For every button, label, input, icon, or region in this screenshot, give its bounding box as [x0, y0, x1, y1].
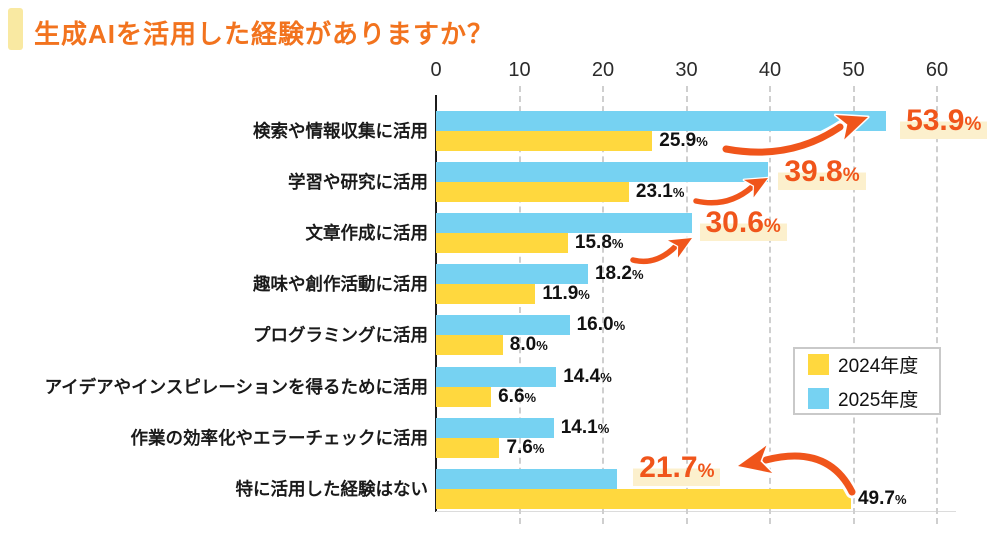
- gridline: [602, 86, 604, 524]
- category-label: 作業の効率化やエラーチェックに活用: [130, 427, 429, 448]
- category-label: アイデアやインスピレーションを得るために活用: [44, 376, 428, 397]
- bar-2025: [436, 161, 769, 182]
- bar-2025: [436, 264, 588, 285]
- highlight-value-label: 30.6%: [699, 204, 787, 241]
- legend-label-2025: 2025年度: [838, 389, 919, 411]
- value-label-2024: 15.8%: [574, 231, 624, 253]
- value-label-2024: 6.6%: [498, 385, 537, 407]
- x-axis-tick-label: 40: [758, 59, 782, 81]
- bar-2024: [436, 284, 536, 305]
- x-axis-tick-label: 50: [842, 59, 865, 81]
- bar-2024: [436, 386, 492, 407]
- legend-item-2025: 2025年度: [808, 385, 939, 412]
- bar-2025: [436, 366, 557, 387]
- bar-2025: [436, 110, 887, 131]
- legend-swatch-2024: [808, 353, 829, 375]
- value-label-2025: 14.4%: [563, 365, 612, 387]
- gridline: [769, 86, 771, 524]
- highlight-value-label: 21.7%: [633, 449, 721, 486]
- legend-swatch-2025: [808, 387, 829, 409]
- bar-2025: [436, 212, 692, 233]
- bar-2024: [436, 335, 503, 356]
- gridline: [852, 86, 855, 524]
- x-axis-tick-label: 30: [675, 59, 698, 81]
- x-axis-tick-label: 20: [591, 59, 615, 81]
- category-label: 検索や情報収集に活用: [253, 120, 428, 141]
- gridline: [685, 86, 688, 524]
- page-title: 生成AIを活用した経験がありますか？: [34, 19, 495, 49]
- trend-down-arrow-icon: [736, 444, 859, 499]
- x-axis-baseline: [436, 511, 956, 512]
- bar-2024: [436, 488, 851, 509]
- legend-label-2024: 2024年度: [838, 355, 919, 377]
- value-label-2024: 7.6%: [506, 436, 545, 458]
- category-label: 趣味や創作活動に活用: [253, 274, 428, 295]
- highlight-value-label: 53.9%: [900, 102, 988, 139]
- x-axis-tick-label: 0: [430, 59, 442, 81]
- value-label-2024: 11.9%: [542, 283, 590, 305]
- value-label-2024: 25.9%: [659, 129, 708, 151]
- trend-up-arrow-icon: [691, 176, 770, 208]
- bar-2024: [436, 437, 500, 458]
- gridline: [518, 86, 521, 524]
- value-label-2024: 23.1%: [635, 180, 685, 202]
- title-marker-bar: [8, 8, 23, 50]
- category-label: 文章作成に活用: [305, 222, 429, 243]
- highlight-value-label: 39.8%: [778, 153, 866, 190]
- gridline: [936, 86, 938, 524]
- x-axis-tick-label: 10: [508, 59, 531, 81]
- value-label-2024: 8.0%: [509, 334, 548, 356]
- bar-2025: [436, 468, 618, 489]
- trend-up-arrow-icon: [719, 113, 870, 159]
- x-axis-tick-label: 60: [925, 59, 949, 81]
- category-label: 特に活用した経験はない: [235, 478, 429, 499]
- bar-2025: [436, 417, 554, 438]
- value-label-2025: 18.2%: [594, 263, 644, 285]
- legend: 2024年度 2025年度: [793, 347, 941, 415]
- category-label: 学習や研究に活用: [288, 171, 428, 192]
- bar-2024: [436, 232, 568, 253]
- value-label-2025: 16.0%: [576, 314, 626, 336]
- bar-2024: [436, 181, 629, 202]
- trend-up-arrow-icon: [628, 236, 694, 267]
- value-label-2025: 14.1%: [560, 416, 610, 438]
- bar-2025: [436, 315, 570, 336]
- bar-2024: [436, 130, 653, 151]
- value-label-2024: 49.7%: [857, 487, 907, 509]
- legend-item-2024: 2024年度: [808, 351, 939, 378]
- category-label: プログラミングに活用: [253, 325, 428, 346]
